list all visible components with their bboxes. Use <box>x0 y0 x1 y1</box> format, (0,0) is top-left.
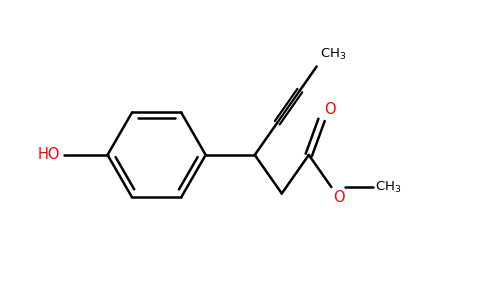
Text: CH$_3$: CH$_3$ <box>376 179 402 195</box>
Text: CH$_3$: CH$_3$ <box>319 46 346 62</box>
Text: O: O <box>324 102 336 117</box>
Text: HO: HO <box>38 147 60 162</box>
Text: O: O <box>333 190 345 205</box>
